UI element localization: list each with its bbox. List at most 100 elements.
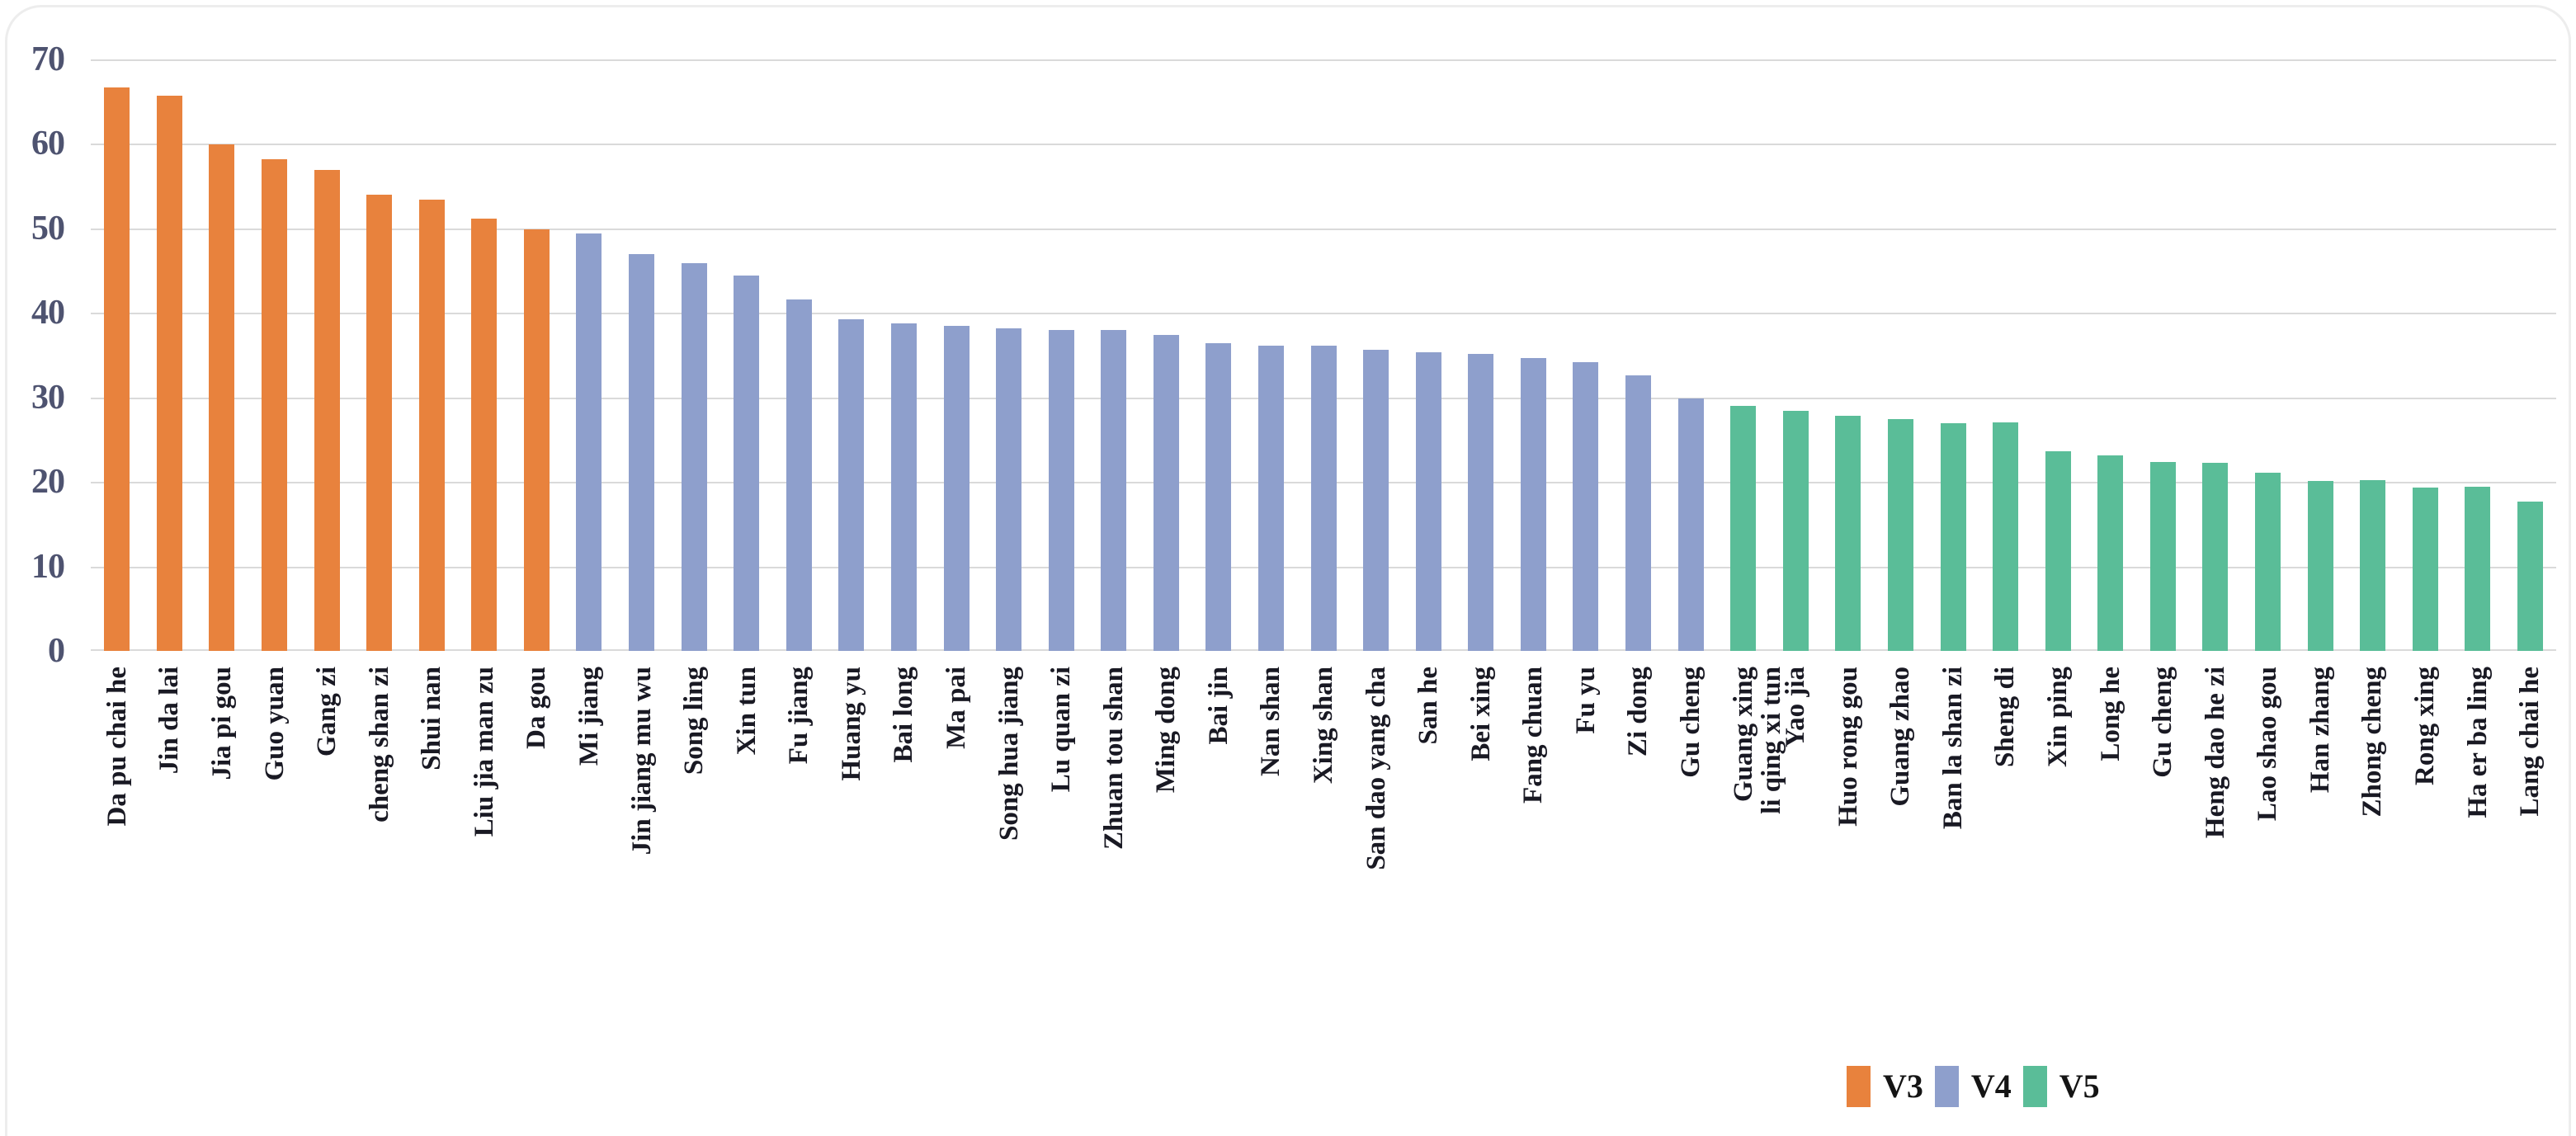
- y-tick-label: 0: [48, 632, 65, 670]
- x-axis-label: Ma pai: [941, 667, 971, 749]
- x-label-cell: Heng dao he zi: [2189, 660, 2242, 1049]
- x-axis-label: San he: [1413, 667, 1444, 745]
- bar: [156, 96, 182, 651]
- bar: [1520, 357, 1546, 651]
- bar-slot: [2242, 59, 2295, 651]
- x-axis-label: Jia pi gou: [206, 667, 237, 780]
- bar-slot: [1559, 59, 1612, 651]
- x-label-cell: Long he: [2084, 660, 2137, 1049]
- plot-area: [91, 59, 2556, 651]
- legend-swatch: [1934, 1066, 1959, 1107]
- x-label-cell: Mi jiang: [563, 660, 616, 1049]
- x-axis-label: Mi jiang: [573, 667, 604, 766]
- bar: [2097, 455, 2124, 651]
- bar-slot: [91, 59, 144, 651]
- x-label-cell: Xing shan: [1297, 660, 1350, 1049]
- bar-slot: [1717, 59, 1770, 651]
- x-label-cell: Ban la shan zi: [1927, 660, 1979, 1049]
- x-label-cell: Guang zhao: [1875, 660, 1927, 1049]
- bar-slot: [1455, 59, 1507, 651]
- bar: [1625, 375, 1652, 651]
- x-label-cell: Guang xing li qing xi tun: [1717, 660, 1786, 1049]
- x-axis-label: Bai long: [889, 667, 919, 763]
- bar-slot: [616, 59, 668, 651]
- bar-slot: [983, 59, 1036, 651]
- bar-slot: [405, 59, 458, 651]
- y-axis: 70 60 50 40 30 20 10 0: [0, 0, 65, 709]
- y-tick-label: 30: [31, 378, 65, 417]
- x-axis-label: Gu cheng: [2148, 667, 2178, 778]
- bar: [1101, 329, 1127, 651]
- bar-slot: [2137, 59, 2190, 651]
- bar-slot: [2084, 59, 2137, 651]
- x-axis-label: Ming dong: [1151, 667, 1182, 794]
- bar-slot: [458, 59, 511, 651]
- x-axis-label: cheng shan zi: [364, 667, 394, 823]
- bar: [1363, 350, 1389, 651]
- bar-slot: [1192, 59, 1245, 651]
- x-label-cell: Han zhang: [2294, 660, 2347, 1049]
- bar: [523, 229, 550, 651]
- x-axis-label: Huang yu: [836, 667, 866, 781]
- x-label-cell: Huo rong gou: [1822, 660, 1875, 1049]
- bar: [996, 328, 1022, 651]
- bar: [1677, 398, 1704, 651]
- x-axis-label: Song hua jiang: [993, 667, 1024, 841]
- bar: [1573, 361, 1599, 651]
- x-label-cell: Rong xing: [2399, 660, 2451, 1049]
- x-label-cell: Guo yuan: [248, 660, 301, 1049]
- bar: [1153, 334, 1179, 651]
- bar: [2149, 461, 2176, 651]
- bar: [1730, 405, 1757, 651]
- x-label-cell: Gang zi: [300, 660, 353, 1049]
- x-axis-label: Lu quan zi: [1046, 667, 1077, 793]
- bar-slot: [2031, 59, 2084, 651]
- bar-slot: [2399, 59, 2451, 651]
- bar-slot: [1350, 59, 1403, 651]
- bar: [943, 325, 970, 651]
- x-axis-label: Rong xing: [2410, 667, 2441, 785]
- bar: [262, 158, 288, 651]
- bar: [1205, 343, 1232, 651]
- x-label-cell: Lang chai he: [2503, 660, 2556, 1049]
- x-axis-label: Gang zi: [312, 667, 342, 757]
- bar: [1993, 422, 2019, 651]
- bar-slot: [668, 59, 720, 651]
- x-label-cell: Jia pi gou: [196, 660, 248, 1049]
- bar: [471, 218, 498, 651]
- x-axis-label: Da gou: [521, 667, 552, 749]
- legend-item: V3: [1847, 1066, 1923, 1107]
- bar: [734, 276, 760, 651]
- bar: [2202, 462, 2229, 651]
- x-label-cell: Fang chuan: [1507, 660, 1560, 1049]
- gridline: [91, 59, 2556, 61]
- bar: [576, 233, 602, 651]
- bar: [2412, 488, 2438, 651]
- bar-slot: [1087, 59, 1140, 651]
- x-axis-label: Gu cheng: [1676, 667, 1706, 778]
- x-axis-label: Huo rong gou: [1833, 667, 1863, 827]
- x-label-cell: Liu jia man zu: [458, 660, 511, 1049]
- x-label-cell: cheng shan zi: [353, 660, 406, 1049]
- x-label-cell: Bai jin: [1192, 660, 1245, 1049]
- bar-slot: [825, 59, 878, 651]
- bar: [2254, 472, 2281, 651]
- x-label-cell: Da gou: [511, 660, 564, 1049]
- x-axis-label: Zhuan tou shan: [1098, 667, 1129, 850]
- bar-slot: [930, 59, 983, 651]
- x-axis-label: Lang chai he: [2515, 667, 2545, 817]
- bar-slot: [2347, 59, 2399, 651]
- bar: [1310, 346, 1337, 651]
- bar: [2360, 480, 2386, 651]
- x-axis-label: Zi dong: [1623, 667, 1654, 757]
- x-axis-label: San dao yang cha: [1361, 667, 1391, 870]
- x-axis-label: Fu yu: [1570, 667, 1601, 734]
- bar: [2307, 481, 2333, 651]
- bar-slot: [773, 59, 826, 651]
- x-label-cell: Jin da lai: [144, 660, 196, 1049]
- bar: [1940, 423, 1966, 651]
- bar-slot: [720, 59, 773, 651]
- x-axis-label: Guang zhao: [1885, 667, 1916, 807]
- x-axis: Da pu chai he Jin da lai Jia pi gou Guo yua…: [91, 660, 2556, 1049]
- bar-slot: [248, 59, 301, 651]
